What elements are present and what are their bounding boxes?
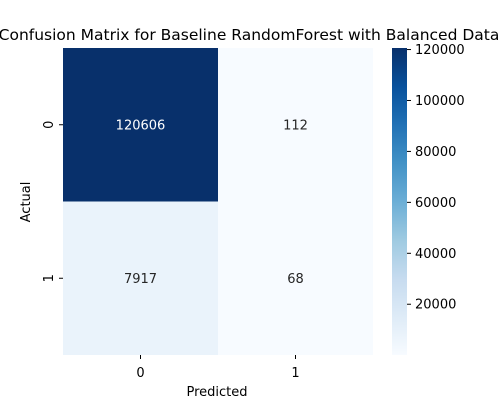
x-tick-label: 0 [136,366,144,381]
cell-value-label: 120606 [116,118,166,133]
heatmap-cell-labels: 120606 112 7917 68 [116,118,308,287]
colorbar-tick-label: 20000 [415,298,456,313]
heatmap-cell [218,201,373,355]
y-axis-label: Actual [19,182,34,223]
colorbar-tick-label: 80000 [415,145,456,160]
cell-value-label: 7917 [124,272,157,287]
cell-value-label: 112 [283,118,308,133]
x-axis-label: Predicted [186,385,247,400]
colorbar-tick-label: 40000 [415,247,456,262]
heatmap-cell [63,48,218,202]
colorbar-tick-label: 100000 [415,94,465,109]
colorbar-ticks: 20000 40000 60000 80000 100000 120000 [407,43,465,313]
colorbar-tick-label: 60000 [415,196,456,211]
y-tick-label: 1 [42,274,57,282]
heatmap-cells [63,48,373,355]
colorbar-tick-label: 120000 [415,43,465,58]
x-tick-label: 1 [291,366,299,381]
colorbar [392,48,407,355]
cell-value-label: 68 [287,272,304,287]
heatmap-cell [218,48,373,202]
heatmap-cell [63,201,218,355]
chart-title: Confusion Matrix for Baseline RandomFore… [0,26,499,44]
y-tick-label: 0 [42,121,57,129]
colorbar-gradient [392,48,407,355]
y-axis: 01 [42,121,63,282]
